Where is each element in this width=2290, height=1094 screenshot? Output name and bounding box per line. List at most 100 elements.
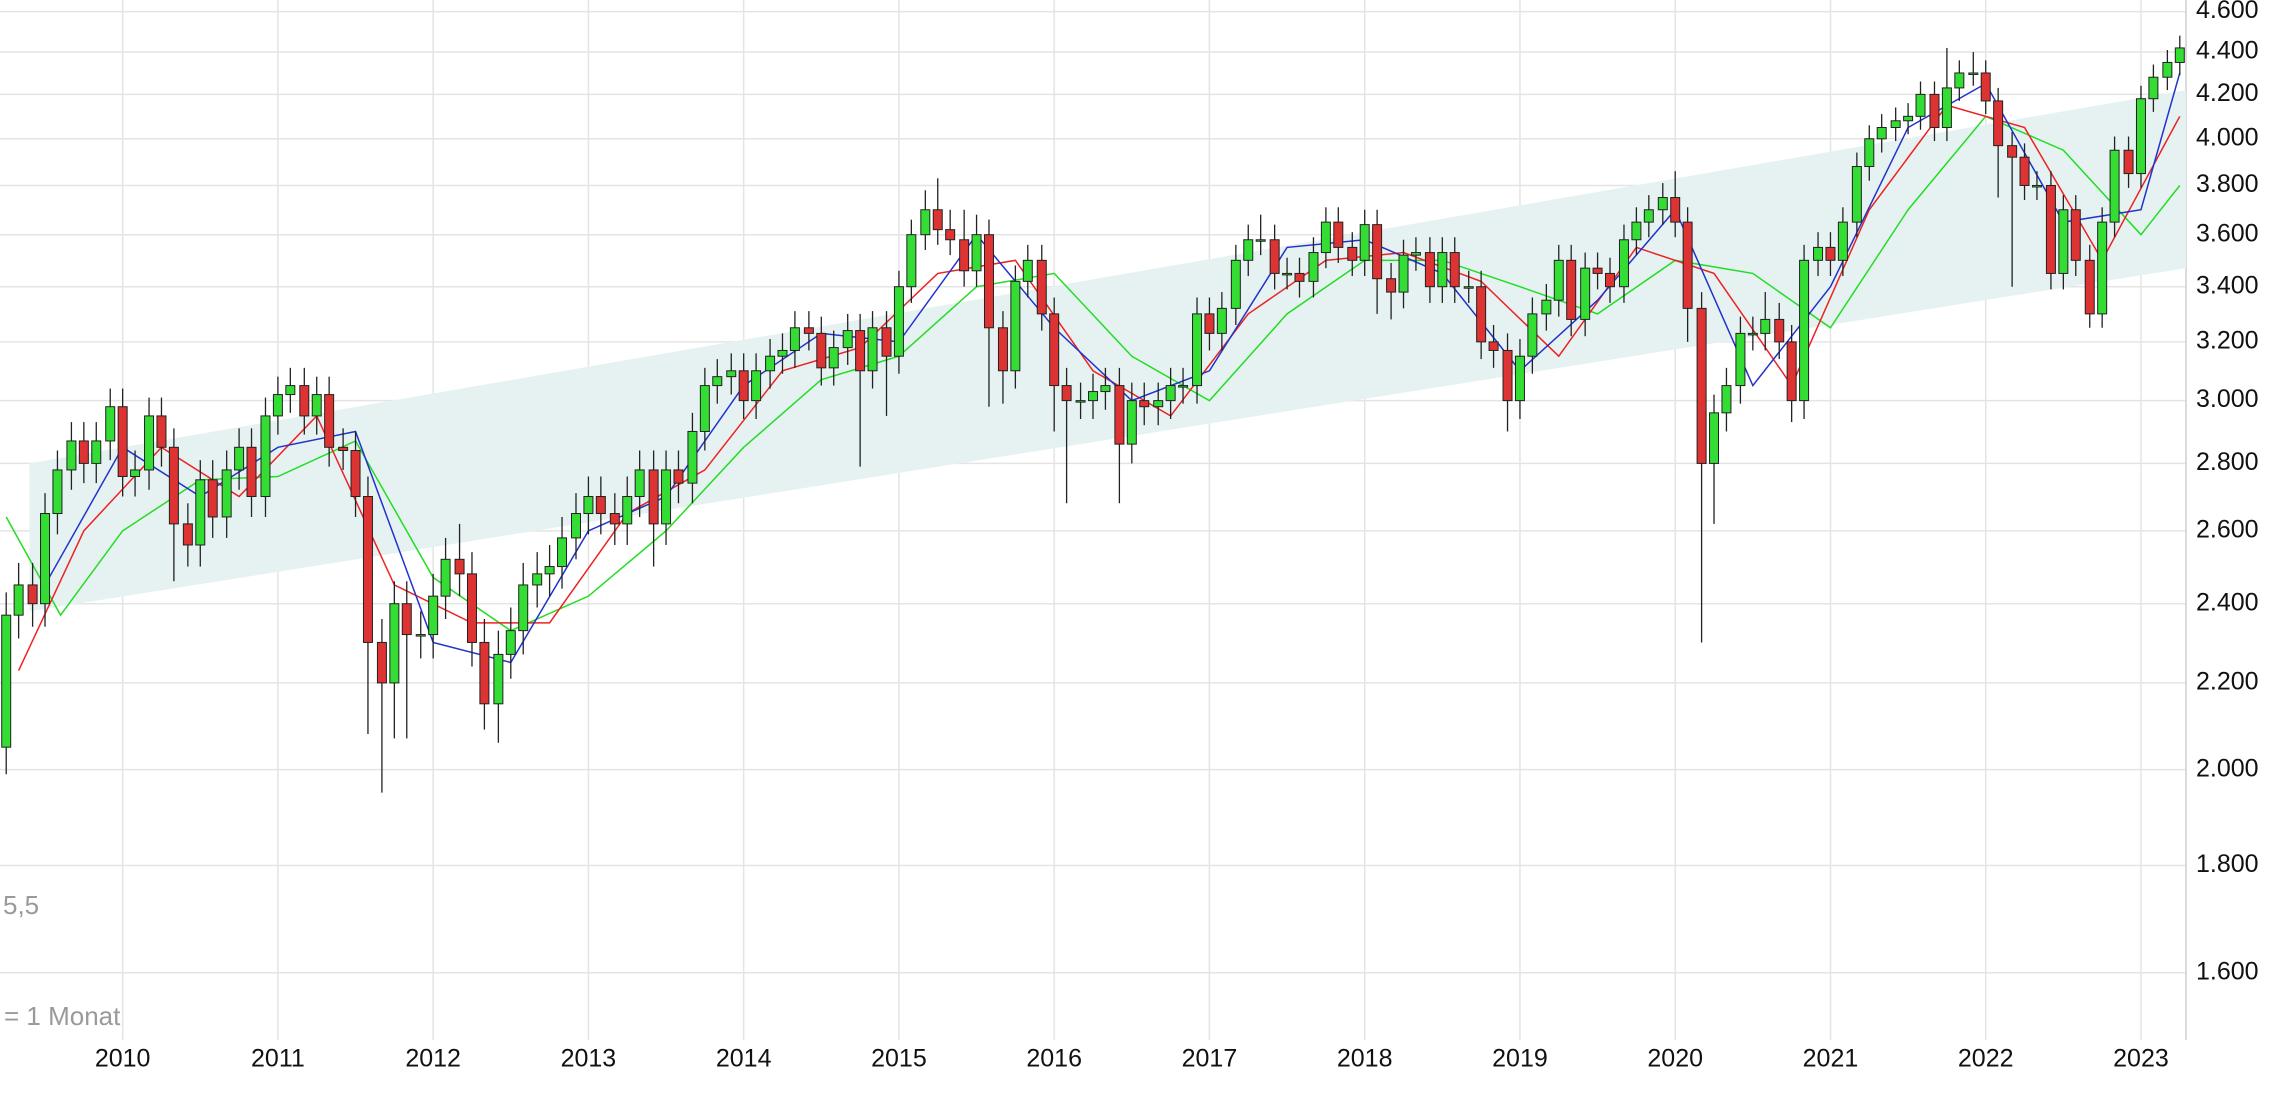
candle-body [881, 327, 892, 357]
candle-body [1165, 385, 1176, 402]
y-tick-label: 3.400 [2196, 271, 2259, 299]
candle-body [324, 394, 335, 448]
candle-body [920, 209, 931, 236]
candle-body [1347, 246, 1358, 261]
candle-body [1114, 385, 1125, 445]
candle-body [544, 566, 555, 575]
y-tick-label: 4.600 [2196, 0, 2259, 24]
candle-body [532, 573, 543, 586]
candle-body [1178, 385, 1189, 388]
x-tick-label: 2010 [95, 1045, 151, 1073]
trend-channel [29, 90, 2187, 612]
candle-body [1269, 239, 1280, 274]
y-tick-label: 2.000 [2196, 754, 2259, 782]
y-tick-label: 2.200 [2196, 668, 2259, 696]
candle-body [1243, 239, 1254, 261]
candle-body [2109, 149, 2120, 223]
candle-body [945, 229, 956, 241]
candle-body [932, 209, 943, 231]
candle-body [1876, 126, 1887, 140]
candle-body [1, 614, 12, 748]
candle-body [1605, 272, 1616, 288]
candle-body [1825, 246, 1836, 261]
candle-body [1954, 72, 1965, 89]
y-tick-label: 3.200 [2196, 326, 2259, 354]
candle-body [1864, 138, 1875, 168]
y-tick-label: 3.000 [2196, 385, 2259, 413]
y-tick-label: 1.800 [2196, 850, 2259, 878]
candle-body [1670, 197, 1681, 223]
candle-body [959, 239, 970, 272]
candle-body [105, 406, 116, 442]
candle-body [1566, 259, 1577, 320]
candle-body [1192, 313, 1203, 387]
candle-body [583, 496, 594, 515]
x-tick-label: 2012 [405, 1045, 461, 1073]
candle-body [40, 513, 51, 605]
candle-body [1449, 252, 1460, 288]
candle-body [13, 584, 24, 616]
x-tick-label: 2011 [251, 1045, 305, 1073]
candle-body [1372, 224, 1383, 280]
candle-body [983, 234, 994, 329]
candle-body [234, 446, 245, 471]
candle-body [2070, 209, 2081, 261]
candle-body [1915, 93, 1926, 117]
candle-body [415, 634, 426, 637]
candle-body [1980, 72, 1991, 102]
candle-body [338, 446, 349, 452]
candle-body [1230, 259, 1241, 309]
candle-body [699, 385, 710, 432]
candle-body [207, 479, 218, 518]
candle-body [144, 415, 155, 471]
candle-body [816, 332, 827, 369]
candle-body [751, 370, 762, 402]
candle-body [168, 446, 179, 525]
y-tick-label: 2.600 [2196, 515, 2259, 543]
layer [1, 35, 2185, 793]
y-tick-label: 2.800 [2196, 448, 2259, 476]
candle-body [2135, 98, 2146, 175]
candle-body [272, 394, 283, 417]
candle-body [2019, 156, 2030, 186]
candle-body [401, 603, 412, 636]
candle-body [52, 469, 63, 515]
candle-body [1657, 197, 1668, 211]
candle-body [1553, 259, 1564, 301]
candle-body [362, 496, 373, 643]
candle-body [673, 469, 684, 484]
candle-body [2174, 47, 2185, 63]
candle-body [1216, 307, 1227, 334]
x-tick-label: 2023 [2113, 1045, 2169, 1073]
candle-body [609, 513, 620, 525]
candle-body [299, 385, 310, 417]
y-tick-label: 3.600 [2196, 219, 2259, 247]
candle-body [117, 406, 128, 478]
candle-body [867, 327, 878, 372]
candle-body [1813, 246, 1824, 261]
candle-body [1282, 272, 1293, 276]
candle-body [1941, 87, 1952, 128]
candle-body [803, 327, 814, 334]
candle-body [440, 558, 451, 597]
candle-body [1204, 313, 1215, 334]
x-tick-label: 2016 [1026, 1045, 1082, 1073]
candle-body [1061, 385, 1072, 402]
candle-body [1386, 278, 1397, 293]
candle-body [91, 440, 102, 464]
candle-body [789, 327, 800, 351]
x-tick-label: 2021 [1803, 1045, 1859, 1073]
candle-body [156, 415, 167, 448]
candle-body [828, 347, 839, 369]
candle-body [1153, 400, 1164, 408]
candle-body [2123, 149, 2134, 175]
candle-body [221, 469, 232, 518]
x-tick-label: 2017 [1182, 1045, 1238, 1073]
candle-body [595, 496, 606, 515]
candle-body [2084, 259, 2095, 315]
candle-body [1786, 341, 1797, 402]
candle-body [726, 370, 737, 378]
candle-body [1735, 332, 1746, 387]
candle-body [971, 234, 982, 272]
candle-body [376, 641, 387, 684]
